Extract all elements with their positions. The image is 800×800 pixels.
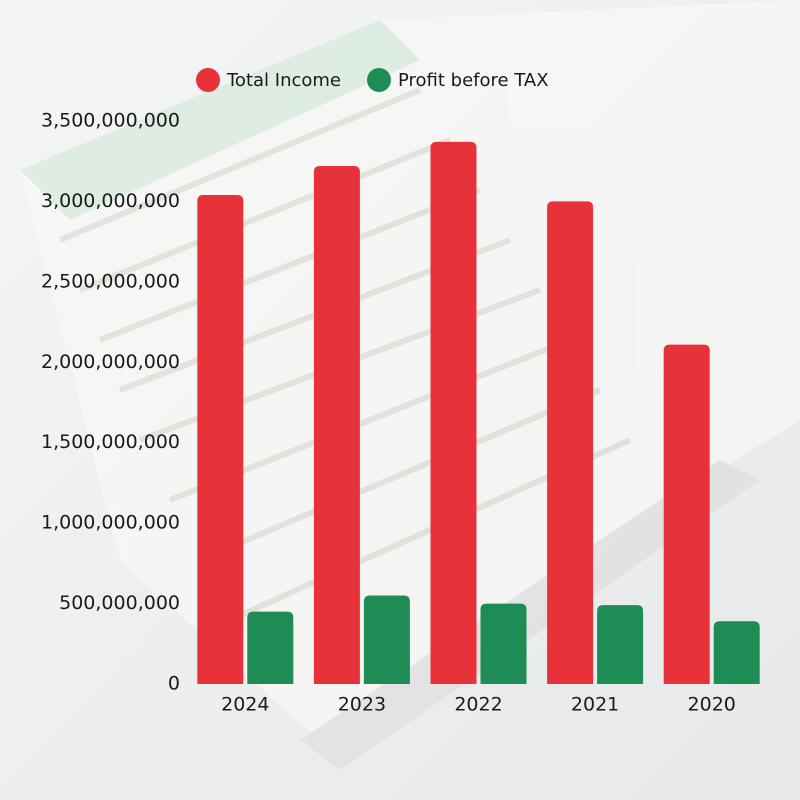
x-tick-label: 2021: [571, 694, 619, 716]
legend-swatch: [367, 68, 391, 92]
bar: [313, 166, 360, 685]
bar: [597, 605, 644, 684]
y-tick-label: 3,000,000,000: [41, 190, 180, 212]
y-tick-label: 500,000,000: [59, 592, 180, 614]
x-tick-label: 2023: [338, 694, 386, 716]
bar: [430, 141, 477, 684]
bar: [663, 344, 710, 684]
y-tick-label: 2,500,000,000: [41, 270, 180, 292]
x-tick-label: 2022: [454, 694, 502, 716]
legend-label: Total Income: [226, 70, 341, 91]
x-tick-label: 2024: [221, 694, 269, 716]
y-tick-label: 1,500,000,000: [41, 431, 180, 453]
bar: [547, 201, 594, 684]
bar: [363, 595, 410, 684]
y-tick-label: 0: [168, 673, 180, 695]
legend-label: Profit before TAX: [398, 70, 549, 91]
bar: [247, 611, 294, 684]
plot-area: 0 500,000,000 1,000,000,000 1,500,000,000 2,…: [41, 68, 760, 716]
y-tick-label: 1,000,000,000: [41, 512, 180, 534]
y-tick-label: 3,500,000,000: [41, 110, 180, 132]
x-tick-label: 2020: [688, 694, 736, 716]
bar: [197, 194, 244, 684]
legend-swatch: [196, 68, 220, 92]
y-tick-label: 2,000,000,000: [41, 351, 180, 373]
bar: [713, 621, 760, 684]
bar: [480, 603, 527, 684]
